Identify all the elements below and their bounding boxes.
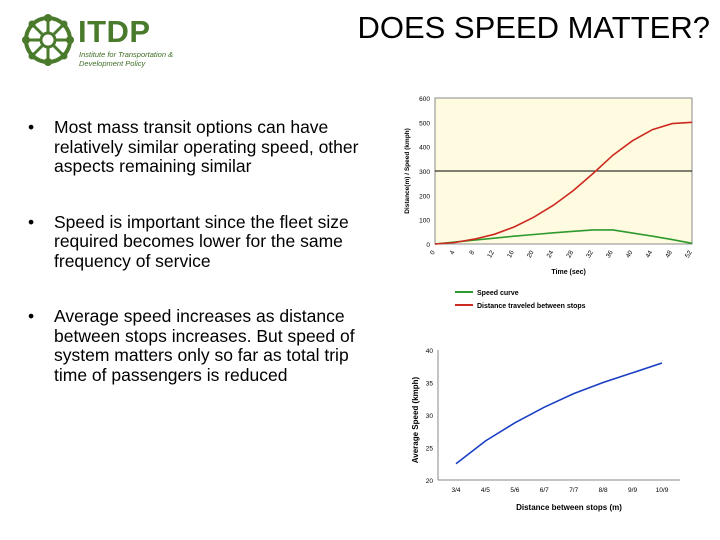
- logo-subtitle: Institute for Transportation & Developme…: [79, 50, 174, 68]
- slide-title: DOES SPEED MATTER?: [357, 10, 710, 45]
- x-tick-label: 44: [645, 249, 655, 259]
- x-tick-label: 40: [625, 249, 635, 259]
- y-axis-label: Average Speed (kmph): [411, 376, 420, 463]
- itdp-logo: ITDP Institute for Transportation & Deve…: [20, 12, 173, 70]
- x-tick-label: 3/4: [451, 487, 460, 494]
- y-tick-label: 400: [419, 145, 430, 152]
- y-tick-label: 200: [419, 193, 430, 200]
- y-tick-label: 300: [419, 169, 430, 176]
- y-axis-label: Distance(m) / Speed (kmph): [404, 128, 411, 214]
- x-tick-label: 36: [605, 249, 615, 259]
- logo-name: ITDP: [78, 14, 151, 49]
- x-tick-label: 24: [546, 249, 556, 259]
- y-tick-label: 30: [426, 413, 434, 420]
- x-tick-label: 32: [585, 249, 595, 259]
- x-tick-label: 9/9: [628, 487, 637, 494]
- legend-label: Distance traveled between stops: [477, 303, 586, 310]
- bullet-item: Most mass transit options can have relat…: [28, 117, 368, 177]
- x-tick-label: 20: [526, 249, 536, 259]
- series-line: [434, 229, 693, 245]
- x-tick-label: 8/8: [599, 487, 608, 494]
- x-tick-label: 4: [449, 249, 457, 256]
- avg-speed-chart: 20 25 30 35 40 3/4 4/5 5/6 6/7 7/7 8/8 9/9 10/9 Dista…: [411, 348, 680, 512]
- y-tick-label: 20: [426, 478, 434, 485]
- y-tick-label: 35: [426, 381, 434, 388]
- bullet-list: Most mass transit options can have relat…: [28, 117, 368, 421]
- x-tick-label: 10/9: [656, 487, 669, 494]
- bullet-item: Speed is important since the fleet size …: [28, 212, 368, 272]
- y-tick-label: 40: [426, 348, 434, 355]
- x-tick-label: 4/5: [481, 487, 490, 494]
- x-tick-label: 0: [429, 249, 437, 256]
- x-tick-label: 5/6: [510, 487, 519, 494]
- y-tick-label: 25: [426, 446, 434, 453]
- legend-label: Speed curve: [477, 290, 519, 297]
- y-tick-label: 600: [419, 96, 430, 103]
- y-tick-label: 100: [419, 218, 430, 225]
- series-line: [455, 362, 663, 465]
- series-line: [434, 121, 693, 245]
- x-tick-label: 7/7: [569, 487, 578, 494]
- x-axis-label: Time (sec): [551, 269, 586, 276]
- x-tick-label: 6/7: [540, 487, 549, 494]
- bullet-item: Average speed increases as distance betw…: [28, 306, 368, 385]
- x-tick-label: 52: [684, 249, 694, 259]
- x-tick-label: 12: [486, 249, 496, 259]
- x-tick-label: 28: [565, 249, 575, 259]
- x-tick-label: 8: [468, 249, 476, 256]
- x-tick-label: 48: [664, 249, 674, 259]
- itdp-emblem-icon: [22, 14, 74, 66]
- y-tick-label: 500: [419, 120, 430, 127]
- y-tick-label: 0: [426, 242, 430, 249]
- x-tick-label: 16: [506, 249, 516, 259]
- x-axis-label: Distance between stops (m): [516, 503, 622, 512]
